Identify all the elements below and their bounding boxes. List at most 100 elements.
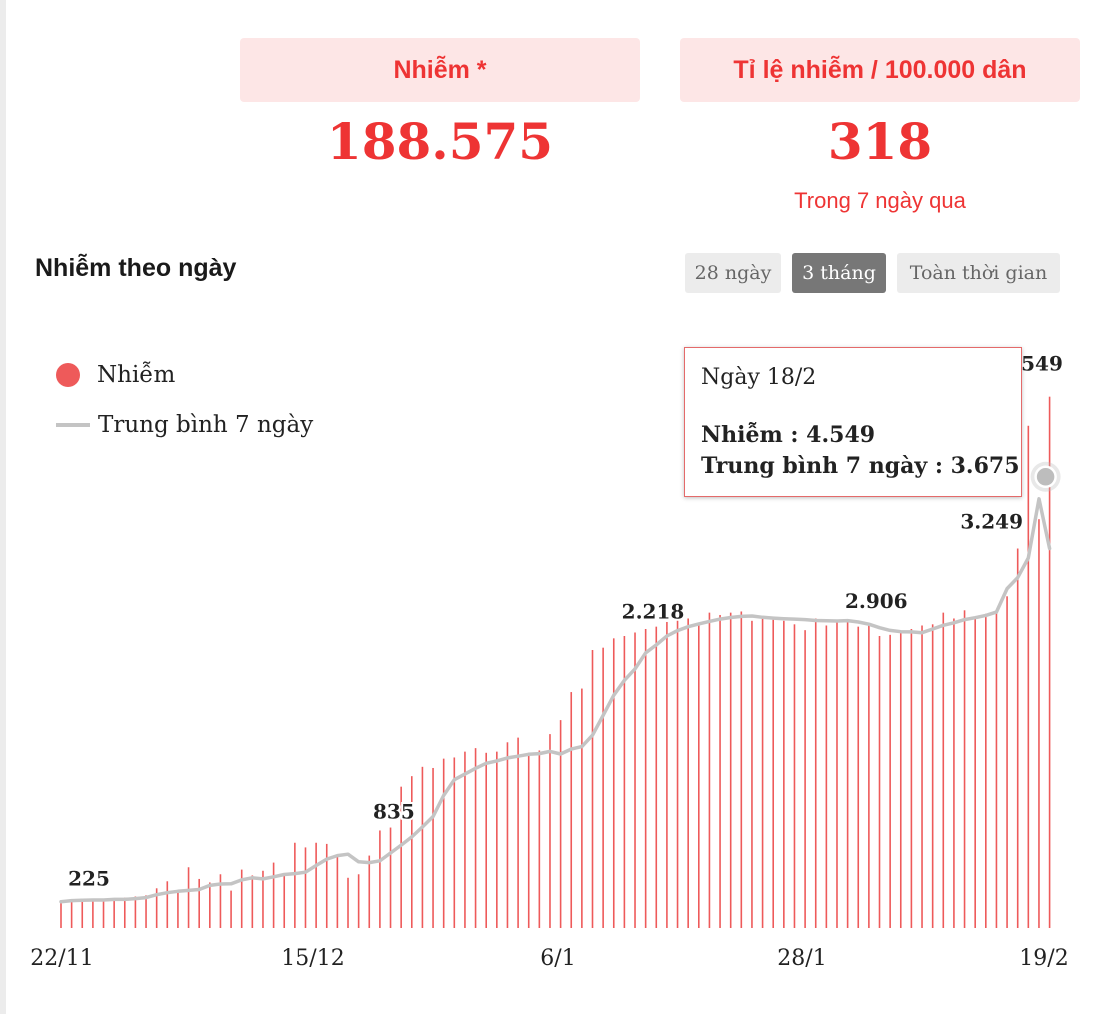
bar-53[interactable] bbox=[623, 636, 626, 928]
bar-65[interactable] bbox=[751, 620, 753, 928]
range-all-time-button[interactable]: Toàn thời gian bbox=[897, 253, 1060, 293]
bar-20[interactable] bbox=[272, 862, 275, 928]
bar-1[interactable] bbox=[70, 901, 73, 928]
bar-15[interactable] bbox=[219, 874, 222, 928]
bar-30[interactable] bbox=[379, 830, 381, 928]
bar-32[interactable] bbox=[400, 786, 402, 928]
bar-58[interactable] bbox=[676, 606, 679, 928]
bar-80[interactable] bbox=[910, 628, 913, 928]
bar-43[interactable] bbox=[517, 737, 519, 928]
bar-18[interactable] bbox=[251, 875, 254, 928]
bar-56[interactable] bbox=[655, 626, 658, 928]
bar-26[interactable] bbox=[336, 855, 339, 928]
bar-38[interactable] bbox=[464, 751, 466, 928]
bar-10[interactable] bbox=[166, 881, 169, 928]
bar-81[interactable] bbox=[921, 625, 923, 928]
bar-84[interactable] bbox=[953, 618, 955, 928]
bar-49[interactable] bbox=[581, 688, 583, 928]
bar-71[interactable] bbox=[814, 618, 817, 928]
bar-0[interactable] bbox=[60, 901, 62, 928]
bar-46[interactable] bbox=[549, 734, 551, 928]
bar-62[interactable] bbox=[719, 614, 721, 928]
bar-70[interactable] bbox=[804, 630, 806, 928]
bar-7[interactable] bbox=[134, 896, 137, 928]
bar-11[interactable] bbox=[177, 891, 179, 928]
bar-8[interactable] bbox=[145, 895, 147, 928]
bar-60[interactable] bbox=[698, 624, 700, 928]
bar-21[interactable] bbox=[283, 873, 286, 928]
bar-5[interactable] bbox=[113, 898, 115, 928]
bar-34[interactable] bbox=[421, 766, 424, 928]
bar-6[interactable] bbox=[123, 897, 126, 928]
bar-51[interactable] bbox=[602, 647, 604, 928]
bar-77[interactable] bbox=[878, 636, 881, 928]
bar-13[interactable] bbox=[198, 878, 200, 928]
bar-55[interactable] bbox=[644, 628, 647, 928]
bar-92[interactable] bbox=[1038, 519, 1040, 928]
bar-90[interactable] bbox=[1016, 548, 1019, 928]
bar-86[interactable] bbox=[974, 617, 976, 928]
bar-45[interactable] bbox=[538, 750, 541, 928]
bar-44[interactable] bbox=[527, 752, 530, 928]
bar-89[interactable] bbox=[1006, 596, 1008, 928]
bar-59[interactable] bbox=[687, 618, 689, 928]
bar-61[interactable] bbox=[708, 612, 711, 928]
bar-28[interactable] bbox=[357, 874, 360, 928]
bar-16[interactable] bbox=[230, 890, 232, 928]
data-label-2: 2.218 bbox=[622, 600, 685, 624]
bar-68[interactable] bbox=[783, 620, 785, 928]
bar-78[interactable] bbox=[889, 634, 891, 928]
bar-23[interactable] bbox=[304, 847, 307, 928]
bar-82[interactable] bbox=[931, 624, 934, 928]
bar-66[interactable] bbox=[761, 618, 764, 928]
bar-33[interactable] bbox=[410, 776, 413, 928]
bar-39[interactable] bbox=[474, 748, 477, 928]
bar-85[interactable] bbox=[963, 610, 966, 928]
bar-93[interactable] bbox=[1048, 396, 1051, 928]
bar-52[interactable] bbox=[612, 638, 615, 928]
bar-37[interactable] bbox=[453, 757, 456, 928]
bar-67[interactable] bbox=[772, 619, 775, 928]
range-28-days-button[interactable]: 28 ngày bbox=[685, 253, 781, 293]
bar-35[interactable] bbox=[432, 767, 434, 928]
bar-48[interactable] bbox=[570, 692, 573, 928]
bar-12[interactable] bbox=[187, 867, 190, 928]
bar-47[interactable] bbox=[559, 720, 562, 928]
bar-87[interactable] bbox=[985, 613, 987, 928]
bar-72[interactable] bbox=[825, 625, 828, 928]
bar-91[interactable] bbox=[1027, 425, 1030, 928]
bar-17[interactable] bbox=[240, 869, 243, 928]
bar-40[interactable] bbox=[485, 752, 487, 928]
bar-64[interactable] bbox=[740, 611, 743, 928]
bar-31[interactable] bbox=[389, 827, 392, 928]
bar-73[interactable] bbox=[836, 621, 838, 928]
bar-14[interactable] bbox=[209, 882, 211, 928]
x-tick-3: 28/1 bbox=[777, 946, 826, 971]
bar-79[interactable] bbox=[899, 632, 902, 929]
bar-9[interactable] bbox=[155, 888, 158, 928]
bar-19[interactable] bbox=[262, 870, 264, 928]
bar-41[interactable] bbox=[496, 751, 498, 928]
bar-63[interactable] bbox=[729, 612, 732, 928]
bar-69[interactable] bbox=[793, 624, 796, 928]
bar-4[interactable] bbox=[102, 899, 105, 928]
bar-36[interactable] bbox=[442, 758, 445, 928]
bar-2[interactable] bbox=[81, 900, 84, 928]
bar-42[interactable] bbox=[506, 742, 509, 928]
range-3-months-button[interactable]: 3 tháng bbox=[792, 253, 886, 293]
bar-57[interactable] bbox=[666, 621, 668, 928]
bar-3[interactable] bbox=[92, 899, 94, 928]
bar-74[interactable] bbox=[846, 620, 849, 928]
bar-75[interactable] bbox=[857, 626, 860, 928]
bar-25[interactable] bbox=[325, 843, 328, 928]
bar-50[interactable] bbox=[591, 650, 594, 928]
bar-24[interactable] bbox=[315, 842, 317, 928]
bar-88[interactable] bbox=[995, 610, 998, 928]
bar-29[interactable] bbox=[368, 855, 371, 928]
bar-22[interactable] bbox=[294, 842, 296, 928]
bar-54[interactable] bbox=[634, 632, 636, 929]
bar-27[interactable] bbox=[347, 877, 349, 928]
bar-76[interactable] bbox=[868, 624, 870, 928]
bar-83[interactable] bbox=[942, 612, 945, 928]
